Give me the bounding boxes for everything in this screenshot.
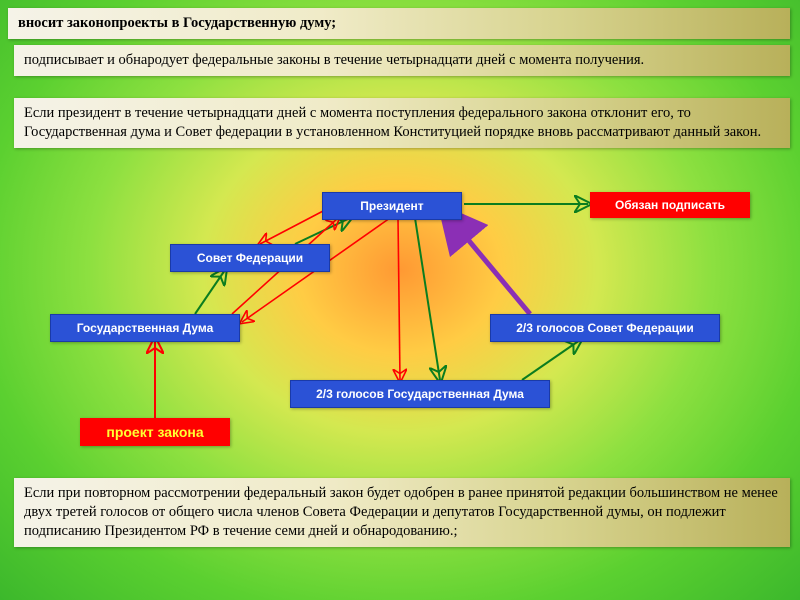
arrow-votes_duma-votes_sf: [522, 340, 580, 380]
node-sovfed-label: Совет Федерации: [197, 251, 303, 265]
textbox-4-text: Если при повторном рассмотрении федераль…: [24, 485, 778, 539]
node-votes-duma: 2/3 голосов Государственная Дума: [290, 380, 550, 408]
textbox-1: вносит законопроекты в Государственную д…: [8, 8, 790, 39]
node-duma-label: Государственная Дума: [77, 321, 214, 335]
node-votes-duma-label: 2/3 голосов Государственная Дума: [316, 387, 524, 401]
node-votes-sovfed-label: 2/3 голосов Совет Федерации: [516, 321, 694, 335]
textbox-2: подписывает и обнародует федеральные зак…: [14, 45, 790, 76]
node-sovfed: Совет Федерации: [170, 244, 330, 272]
node-president: Президент: [322, 192, 462, 220]
textbox-1-text: вносит законопроекты в Государственную д…: [18, 15, 336, 31]
node-oblige-label: Обязан подписать: [615, 198, 725, 212]
arrow-president-votes_duma: [415, 218, 440, 380]
node-duma: Государственная Дума: [50, 314, 240, 342]
arrow-president-votes_duma: [398, 218, 400, 380]
textbox-4: Если при повторном рассмотрении федераль…: [14, 478, 790, 547]
node-president-label: Президент: [360, 199, 423, 213]
arrow-sovfed-president: [295, 218, 350, 244]
node-project-label: проект закона: [106, 424, 203, 440]
textbox-3-text: Если президент в течение четырнадцати дн…: [24, 105, 761, 140]
arrow-duma-sovfed: [195, 270, 225, 314]
node-project: проект закона: [80, 418, 230, 446]
textbox-2-text: подписывает и обнародует федеральные зак…: [24, 52, 644, 68]
node-oblige-sign: Обязан подписать: [590, 192, 750, 218]
arrow-president-sovfed: [260, 210, 325, 244]
textbox-3: Если президент в течение четырнадцати дн…: [14, 98, 790, 148]
node-votes-sovfed: 2/3 голосов Совет Федерации: [490, 314, 720, 342]
arrow-votes_sf-president: [450, 218, 530, 314]
